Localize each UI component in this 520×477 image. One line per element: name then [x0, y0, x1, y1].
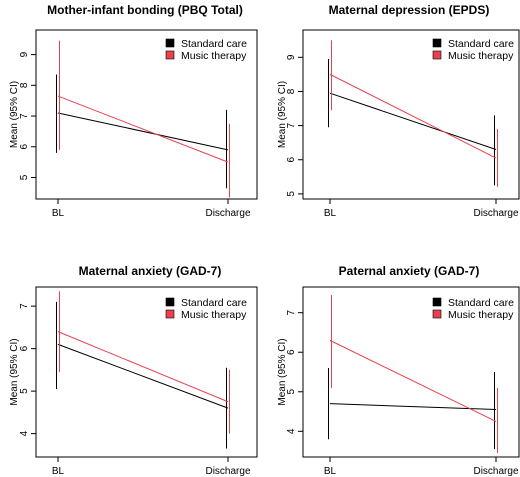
x-tick-label: Discharge: [473, 466, 518, 477]
legend-swatch: [165, 38, 175, 48]
y-tick-label: 6: [286, 157, 297, 163]
mean-line: [57, 331, 229, 403]
y-tick-label: 7: [286, 122, 297, 128]
chart-title: Mother-infant bonding (PBQ Total): [47, 3, 243, 17]
panel-paternal-anxiety: Paternal anxiety (GAD-7) Mean (95% CI) 4 5 6…: [277, 264, 520, 477]
legend-swatch: [432, 50, 442, 60]
legend-swatch: [432, 297, 442, 307]
x-tick-label: BL: [52, 466, 65, 477]
legend-swatch: [165, 297, 175, 307]
y-tick-label: 9: [286, 54, 297, 60]
legend-swatch: [165, 50, 175, 60]
mean-line: [329, 73, 497, 159]
plot-frame: [302, 286, 520, 458]
x-tick-label: Discharge: [205, 466, 250, 477]
x-tick-label: BL: [324, 208, 337, 219]
y-axis-label: Mean (95% CI): [9, 338, 20, 405]
plot-frame: [35, 29, 258, 200]
y-tick-label: 4: [19, 430, 30, 436]
y-axis-label: Mean (95% CI): [277, 81, 288, 148]
y-axis-label: Mean (95% CI): [277, 338, 288, 405]
mean-line: [329, 92, 497, 150]
y-tick-label: 4: [286, 428, 297, 434]
y-axis-label: Mean (95% CI): [9, 81, 20, 148]
legend-label: Music therapy: [448, 309, 514, 321]
legend-swatch: [432, 309, 442, 319]
legend-label: Standard care: [448, 38, 514, 50]
legend-label: Music therapy: [448, 50, 514, 62]
panel-maternal-depression: Maternal depression (EPDS) Mean (95% CI) 5…: [277, 3, 520, 219]
y-tick-label: 9: [19, 51, 30, 57]
chart-title: Paternal anxiety (GAD-7): [339, 264, 480, 278]
panel-mother-infant-bonding: Mother-infant bonding (PBQ Total) Mean (9…: [9, 3, 258, 219]
chart-title: Maternal depression (EPDS): [329, 3, 490, 17]
y-tick-label: 6: [19, 144, 30, 150]
legend-label: Standard care: [181, 38, 247, 50]
mean-line: [329, 403, 497, 411]
x-tick-label: BL: [52, 208, 65, 219]
y-tick-label: 7: [19, 303, 30, 309]
legend-swatch: [432, 38, 442, 48]
legend-label: Standard care: [181, 297, 247, 309]
x-tick-label: BL: [324, 466, 337, 477]
mean-line: [57, 112, 229, 151]
y-tick-label: 5: [19, 174, 30, 180]
y-tick-label: 5: [286, 191, 297, 197]
plot-frame: [35, 286, 258, 458]
y-tick-label: 5: [286, 389, 297, 395]
legend-swatch: [165, 309, 175, 319]
y-tick-label: 8: [19, 82, 30, 88]
panel-maternal-anxiety: Maternal anxiety (GAD-7) Mean (95% CI) 4 5 6…: [9, 264, 258, 477]
plot-frame: [302, 29, 520, 200]
y-tick-label: 5: [19, 388, 30, 394]
legend-label: Music therapy: [181, 309, 247, 321]
y-tick-label: 7: [286, 309, 297, 315]
y-tick-label: 7: [19, 113, 30, 119]
legend-label: Standard care: [448, 297, 514, 309]
mean-line: [57, 95, 229, 163]
legend-label: Music therapy: [181, 50, 247, 62]
y-tick-label: 6: [286, 349, 297, 355]
mean-line: [57, 343, 229, 409]
x-tick-label: Discharge: [473, 208, 518, 219]
y-tick-label: 8: [286, 88, 297, 94]
mean-line: [329, 339, 497, 422]
chart-title: Maternal anxiety (GAD-7): [79, 264, 222, 278]
y-tick-label: 6: [19, 345, 30, 351]
x-tick-label: Discharge: [205, 208, 250, 219]
